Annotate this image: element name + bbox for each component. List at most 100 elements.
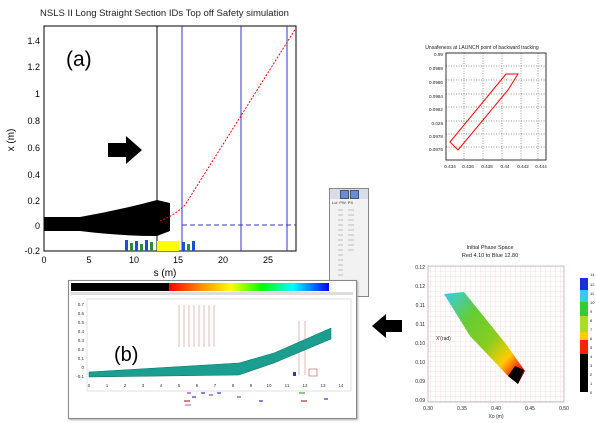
phase-space-subtitle: Red 4.10 to Blue 12.80: [462, 253, 518, 259]
y-tick: 0.0988: [429, 66, 443, 71]
x-axis-label: s (m): [154, 268, 177, 279]
panel-b-label: (b): [114, 344, 138, 366]
magnet-block: [145, 240, 148, 251]
y-tick: 1.4: [27, 36, 40, 46]
y-tick: 0.12: [415, 265, 425, 271]
column-header: PW: [339, 200, 346, 205]
phase-space-core: [508, 366, 524, 384]
y-tick: 0.0986: [429, 80, 443, 85]
x-tick: 0.444: [535, 164, 547, 169]
y-tick: 0.2: [27, 196, 40, 206]
y-tick: 0.11: [416, 303, 426, 309]
list-rows: [338, 209, 354, 276]
y-tick: 0.6: [27, 143, 40, 153]
x-tick: 0.40: [491, 406, 501, 412]
x-tick: 0.30: [423, 406, 433, 412]
x-tick: 13: [320, 383, 326, 388]
x-tick: 2: [124, 383, 127, 388]
component-marker: [308, 368, 318, 377]
x-tick: 0.44: [501, 164, 510, 169]
y-tick: 0.028: [432, 121, 444, 126]
y-axis-label: x (m): [6, 129, 17, 152]
magnet-block: [192, 241, 195, 251]
beam-envelope: [44, 200, 170, 236]
colorbar-tick: 11: [590, 291, 595, 296]
list-header: Lol PW PX: [330, 199, 368, 206]
y-tick: 0.12: [415, 284, 425, 290]
colorbar-tick: 14: [590, 272, 595, 277]
x-tick: 0.442: [517, 164, 529, 169]
magnet-block: [135, 241, 138, 251]
panel-b-window: 0 1 2 3 4 5 6 7 8 9 10 11 12 13 14 0.7 0…: [68, 280, 357, 419]
x-tick: 25: [263, 255, 273, 265]
y-tick: 0.3: [78, 338, 85, 343]
y-tick: 0.2: [78, 347, 85, 352]
phase-space-plot: Initial Phase Space Red 4.10 to Blue 12.…: [415, 245, 595, 420]
minimize-button[interactable]: [340, 190, 349, 199]
y-tick: 0.4: [78, 329, 85, 334]
y-tick: 0.09: [415, 379, 425, 385]
x-tick: 9: [250, 383, 253, 388]
magnet-block: [125, 240, 128, 251]
y-tick: 0: [81, 365, 84, 370]
component-marker: [293, 372, 296, 376]
y-tick: 0.11: [416, 322, 426, 328]
y-tick: 0.99: [434, 52, 443, 57]
magnet-block: [140, 244, 143, 251]
y-tick: 0.0982: [429, 107, 443, 112]
spectrum-bar: [71, 283, 329, 291]
colorbar-tick: 3: [590, 363, 593, 368]
x-tick: 7: [214, 383, 217, 388]
phase-space-title: Initial Phase Space: [466, 245, 513, 251]
colorbar-tick: 9: [590, 309, 593, 314]
y-tick: 0.0984: [429, 94, 443, 99]
side-list-window: Lol PW PX: [329, 188, 369, 297]
magnet-block: [187, 244, 190, 251]
colorbar-tick: 1: [590, 381, 593, 386]
magnet-block: [150, 242, 153, 251]
close-button[interactable]: [350, 190, 359, 199]
y-tick: 0.10: [415, 360, 425, 366]
y-tick: 0.5: [78, 320, 85, 325]
column-header: PX: [347, 200, 354, 205]
x-tick: 0.35: [457, 406, 467, 412]
x-tick: 0: [41, 255, 46, 265]
x-tick: 0.434: [444, 164, 456, 169]
x-tick: 4: [160, 383, 163, 388]
phase-space-region: [444, 292, 525, 384]
panel-a-label: (a): [66, 48, 92, 71]
x-tick: 5: [86, 255, 91, 265]
toolbar-strip: [71, 292, 353, 295]
x-tick: 20: [218, 255, 228, 265]
y-tick: 0.0976: [429, 147, 443, 152]
x-tick: 0.436: [462, 164, 474, 169]
left-arrow-icon: [372, 314, 402, 338]
inset-top-axes: [445, 52, 547, 161]
y-tick: 0.8: [27, 116, 40, 126]
x-tick: 0: [88, 383, 91, 388]
x-tick: 11: [285, 383, 290, 388]
column-header: Lol: [332, 200, 338, 205]
y-tick: 0.1: [78, 356, 85, 361]
x-tick: 8: [232, 383, 235, 388]
x-tick: 10: [129, 255, 139, 265]
colorbar-tick: 5: [590, 345, 593, 350]
y-tick: 0.09: [415, 398, 425, 404]
colorbar-tick: 7: [590, 327, 593, 332]
magnet-block: [130, 243, 133, 251]
y-tick: 0.6: [78, 311, 85, 316]
y-tick: 1: [35, 89, 40, 99]
x-tick: 0.45: [525, 406, 535, 412]
x-tick: 1: [106, 383, 109, 388]
beam-tube: [88, 327, 332, 378]
phase-space-ylabel: X'(rad): [436, 336, 451, 342]
y-tick: -0.2: [24, 246, 40, 256]
phase-space-xlabel: Xo (m): [489, 414, 504, 420]
x-tick: 12: [302, 383, 308, 388]
x-tick: 10: [266, 383, 272, 388]
y-tick: 0.0978: [429, 134, 443, 139]
x-tick: 6: [196, 383, 199, 388]
x-tick: 0.438: [481, 164, 493, 169]
magnet-block-yellow: [157, 241, 179, 251]
colorbar-tick: 8: [590, 318, 593, 323]
